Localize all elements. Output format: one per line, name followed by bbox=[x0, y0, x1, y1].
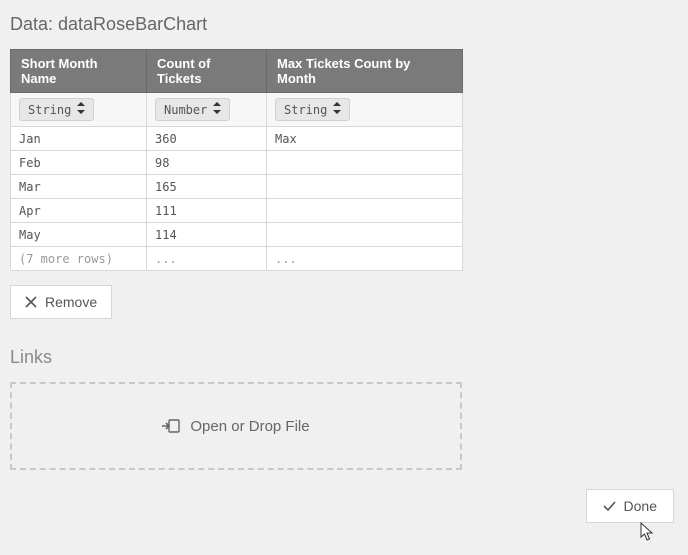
cell: 111 bbox=[147, 199, 267, 223]
col-header[interactable]: Max Tickets Count by Month bbox=[267, 50, 463, 93]
sort-icon bbox=[77, 102, 85, 117]
cell bbox=[267, 151, 463, 175]
sort-icon bbox=[333, 102, 341, 117]
sort-icon bbox=[213, 102, 221, 117]
more-rows-indicator: (7 more rows) ... ... bbox=[11, 247, 463, 271]
cell: Jan bbox=[11, 127, 147, 151]
type-selector[interactable]: Number bbox=[155, 98, 230, 121]
cell: 165 bbox=[147, 175, 267, 199]
table-row: Apr 111 bbox=[11, 199, 463, 223]
open-file-icon bbox=[162, 418, 180, 434]
cell: Feb bbox=[11, 151, 147, 175]
table-row: May 114 bbox=[11, 223, 463, 247]
table-row: Feb 98 bbox=[11, 151, 463, 175]
file-dropzone[interactable]: Open or Drop File bbox=[10, 382, 462, 470]
links-title: Links bbox=[10, 347, 678, 368]
remove-button[interactable]: Remove bbox=[10, 285, 112, 319]
cell: ... bbox=[267, 247, 463, 271]
cell: Apr bbox=[11, 199, 147, 223]
cell: 114 bbox=[147, 223, 267, 247]
type-selector[interactable]: String bbox=[19, 98, 94, 121]
cell: ... bbox=[147, 247, 267, 271]
cell: 98 bbox=[147, 151, 267, 175]
type-label: String bbox=[28, 103, 71, 117]
type-row: String Number bbox=[11, 93, 463, 127]
cell bbox=[267, 175, 463, 199]
done-label: Done bbox=[624, 498, 657, 514]
cursor-icon bbox=[640, 522, 654, 547]
type-label: String bbox=[284, 103, 327, 117]
close-icon bbox=[25, 296, 37, 308]
table-row: Mar 165 bbox=[11, 175, 463, 199]
cell bbox=[267, 223, 463, 247]
type-label: Number bbox=[164, 103, 207, 117]
check-icon bbox=[603, 501, 616, 512]
col-header[interactable]: Short Month Name bbox=[11, 50, 147, 93]
table-row: Jan 360 Max bbox=[11, 127, 463, 151]
done-button[interactable]: Done bbox=[586, 489, 674, 523]
section-title: Data: dataRoseBarChart bbox=[10, 14, 678, 35]
cell: 360 bbox=[147, 127, 267, 151]
cell: May bbox=[11, 223, 147, 247]
remove-label: Remove bbox=[45, 294, 97, 310]
data-panel: Data: dataRoseBarChart Short Month Name … bbox=[0, 0, 688, 470]
cell: Max bbox=[267, 127, 463, 151]
type-selector[interactable]: String bbox=[275, 98, 350, 121]
col-header[interactable]: Count of Tickets bbox=[147, 50, 267, 93]
cell: Mar bbox=[11, 175, 147, 199]
cell: (7 more rows) bbox=[11, 247, 147, 271]
header-row: Short Month Name Count of Tickets Max Ti… bbox=[11, 50, 463, 93]
dropzone-label: Open or Drop File bbox=[190, 418, 309, 435]
data-table: Short Month Name Count of Tickets Max Ti… bbox=[10, 49, 463, 271]
cell bbox=[267, 199, 463, 223]
